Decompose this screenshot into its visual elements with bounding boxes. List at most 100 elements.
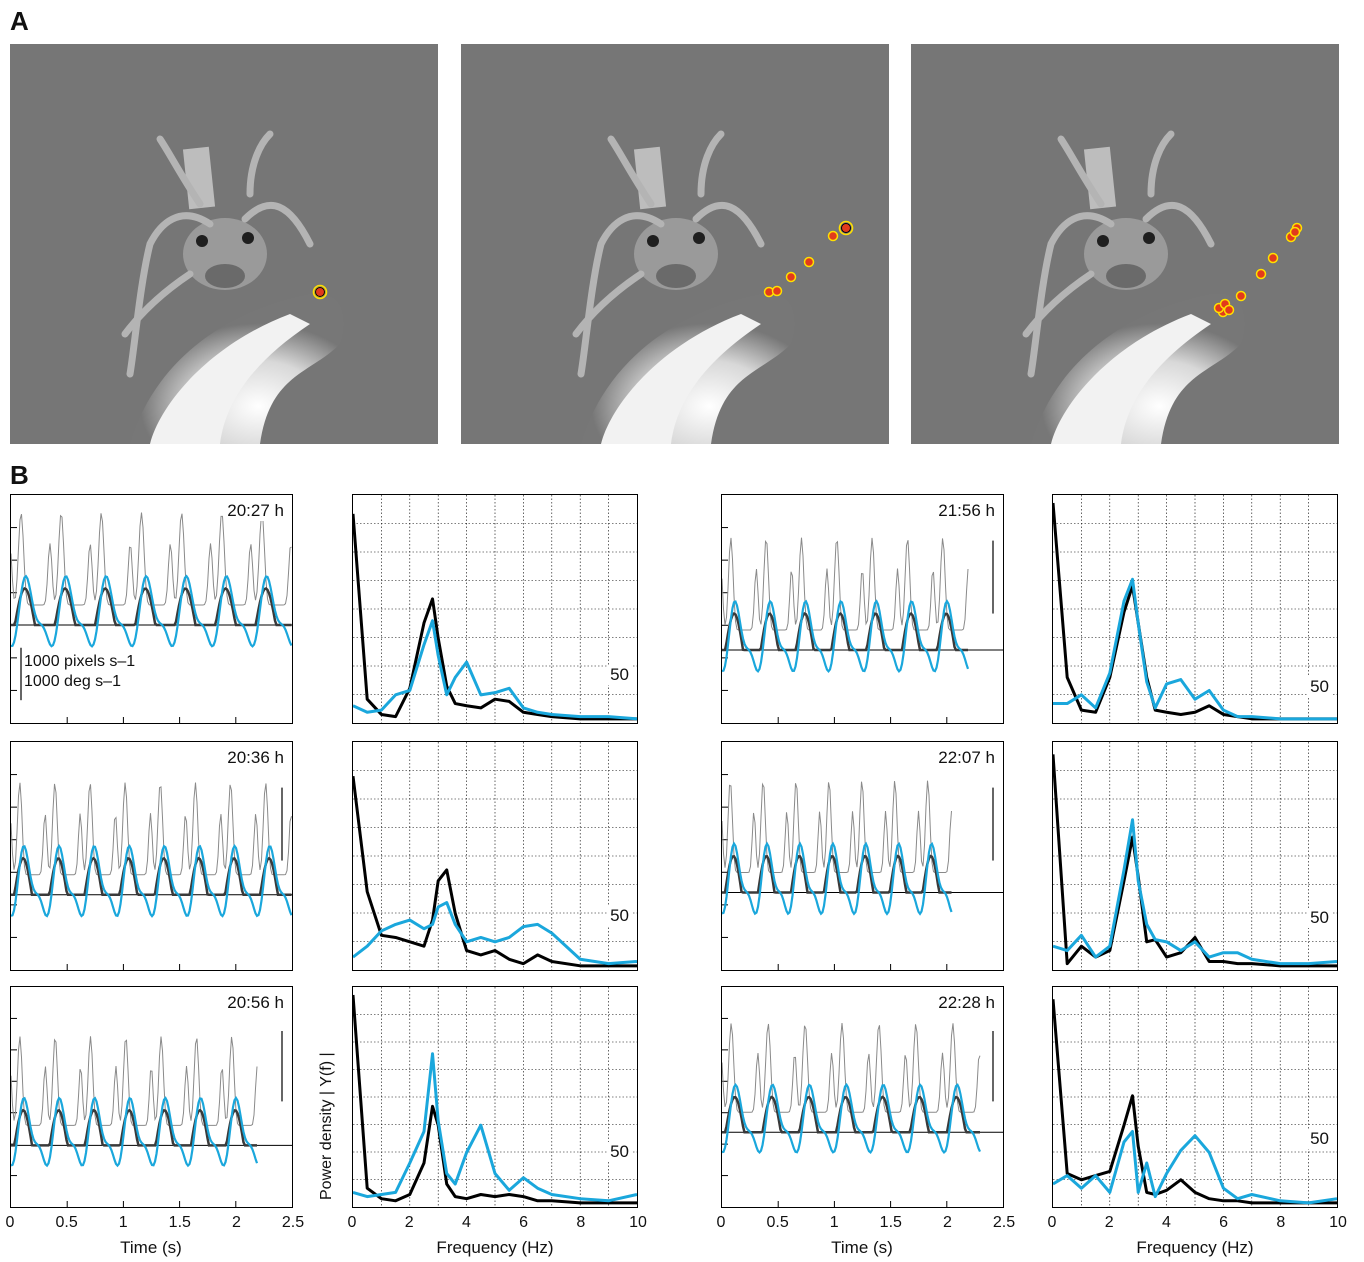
time-label: 22:07 h (936, 748, 997, 768)
velocity-plot-1: 20:27 h (10, 494, 293, 724)
tick-label: 2 (1104, 1214, 1114, 1231)
velocity-plot-6: 22:28 h (721, 986, 1004, 1208)
ant-eye-right (1143, 232, 1155, 244)
spectrum-plot-5: 50 (352, 986, 638, 1208)
tracking-dot (827, 230, 839, 242)
spectrum-series-black (1053, 999, 1337, 1205)
time-axis-title-right: Time (s) (831, 1238, 893, 1257)
tracking-dot (785, 271, 797, 283)
velocity-plot-2: 21:56 h (721, 494, 1004, 724)
tick-label: 0 (1047, 1214, 1057, 1231)
tick-label: 2.5 (992, 1214, 1016, 1231)
tick-label: 10 (629, 1214, 647, 1231)
smoothed-speed-trace (722, 611, 968, 652)
spectrum-plot-2: 50 (1052, 494, 1338, 724)
scale-50-label: 50 (1308, 908, 1331, 928)
ant-leg (692, 201, 765, 248)
tracking-dot (1223, 304, 1235, 316)
tracking-dot (803, 256, 815, 268)
ant-mouth (205, 264, 245, 288)
tracking-dot (1267, 252, 1279, 264)
tick-label: 2 (942, 1214, 952, 1231)
tracking-dot (1235, 290, 1247, 302)
ant-leg (156, 135, 204, 208)
freq-axis-title-left: Frequency (Hz) (436, 1238, 554, 1257)
spectrum-series-blue (353, 901, 637, 966)
smoothed-speed-trace (722, 854, 952, 894)
time-label: 20:27 h (225, 501, 286, 521)
tick-label: 6 (519, 1214, 529, 1231)
spectrum-series-blue (353, 1052, 637, 1203)
scale-pixels-label: 1000 pixels s–1 (24, 653, 136, 670)
smoothed-speed-trace (11, 586, 292, 627)
angular-velocity-trace (11, 843, 292, 918)
tracking-ring (838, 220, 854, 236)
spectrum-plot-6: 50 (1052, 986, 1338, 1208)
ant-eye-left (647, 235, 659, 247)
tracked-speed-trace (11, 782, 292, 876)
angular-velocity-trace (722, 841, 953, 916)
velocity-plot-3: 20:36 h (10, 741, 293, 971)
spectrum-series-blue (1053, 577, 1337, 721)
ant-photo-2 (461, 44, 889, 444)
ant-leg (697, 130, 725, 198)
tracking-dot (1255, 268, 1267, 280)
ant-leg (1142, 201, 1215, 248)
spectrum-series-blue (1053, 818, 1337, 966)
substrate-highlight (150, 314, 310, 444)
ant-photo-1 (10, 44, 438, 444)
scale-50-label: 50 (1308, 1129, 1331, 1149)
tick-label: 6 (1219, 1214, 1229, 1231)
tick-label: 8 (1276, 1214, 1286, 1231)
smoothed-speed-trace (11, 856, 292, 897)
smoothed-speed-trace (722, 1095, 980, 1134)
scale-deg-label: 1000 deg s–1 (24, 673, 121, 690)
tracking-dot (1289, 226, 1301, 238)
tick-label: 2 (231, 1214, 241, 1231)
ant-eye-left (1097, 235, 1109, 247)
time-axis-title-left: Time (s) (120, 1238, 182, 1257)
ant-leg (607, 135, 655, 208)
angular-velocity-trace (722, 599, 970, 674)
spectrum-series-black (353, 775, 637, 968)
tick-label: 1 (829, 1214, 839, 1231)
tick-label: 4 (461, 1214, 471, 1231)
velocity-plot-5: 20:56 h (10, 986, 293, 1208)
tick-label: 1 (118, 1214, 128, 1231)
ant-leg (1057, 135, 1105, 208)
spectrum-plot-1: 50 (352, 494, 638, 724)
spectrum-series-black (1053, 754, 1337, 968)
tracking-dot-current (841, 223, 851, 233)
tick-label: 8 (576, 1214, 586, 1231)
ant-eye-right (242, 232, 254, 244)
tick-label: 1.5 (879, 1214, 902, 1231)
time-label: 21:56 h (936, 501, 997, 521)
time-label: 22:28 h (936, 993, 997, 1013)
ant-leg (1022, 270, 1095, 338)
spectrum-plot-4: 50 (1052, 741, 1338, 971)
frequency-y-axis-label: Power density | Y(f) | (318, 1052, 335, 1200)
scale-50-label: 50 (608, 906, 631, 926)
spectrum-series-black (353, 513, 637, 721)
tracking-ring (312, 284, 328, 300)
tick-label: 2.5 (281, 1214, 305, 1231)
tick-label: 0.5 (55, 1214, 78, 1231)
ant-leg (1147, 130, 1175, 198)
scale-50-label: 50 (608, 1142, 631, 1162)
tick-label: 0.5 (766, 1214, 789, 1231)
ant-leg (1027, 212, 1115, 378)
tick-label: 0 (347, 1214, 357, 1231)
tick-label: 0 (5, 1214, 15, 1231)
ant-leg (572, 270, 645, 338)
ant-eye-left (196, 235, 208, 247)
tick-label: 2 (404, 1214, 414, 1231)
angular-velocity-trace (11, 574, 292, 648)
ant-mouth (1106, 264, 1146, 288)
freq-axis-title-right: Frequency (Hz) (1136, 1238, 1254, 1257)
spectrum-series-black (353, 994, 637, 1205)
tracking-dot (771, 285, 783, 297)
ant-leg (577, 212, 665, 378)
scale-50-label: 50 (608, 665, 631, 685)
ant-leg (126, 212, 214, 378)
tick-label: 4 (1161, 1214, 1171, 1231)
